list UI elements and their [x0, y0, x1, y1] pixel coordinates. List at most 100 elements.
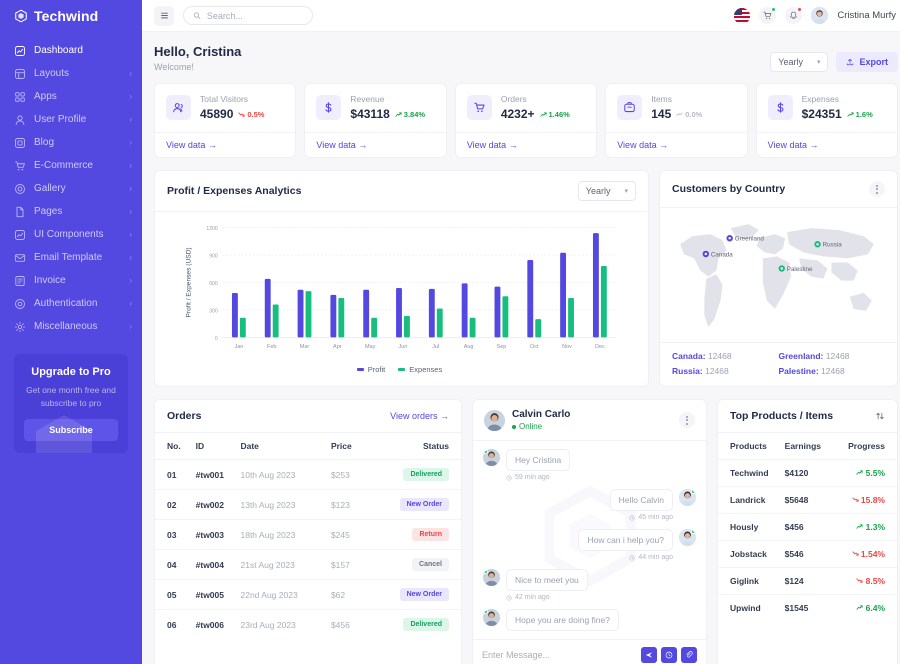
sidebar-item-e-commerce[interactable]: E-Commerce › [0, 154, 142, 177]
send-icon[interactable] [641, 647, 657, 663]
more-options-icon[interactable] [869, 181, 885, 197]
sidebar-item-label: Invoice [34, 275, 66, 286]
message-column: Hope you are doing fine? [506, 609, 619, 631]
emoji-icon[interactable] [661, 647, 677, 663]
legend-label: Profit [367, 365, 386, 374]
legend-item-expenses[interactable]: Expenses [398, 365, 442, 374]
view-data-link[interactable]: View data → [455, 132, 597, 157]
chat-input[interactable] [482, 650, 637, 660]
svg-text:1200: 1200 [206, 226, 218, 232]
user-name[interactable]: Cristina Murfy [837, 10, 896, 21]
stat-label: Revenue [350, 94, 385, 104]
chat-more-options-icon[interactable] [679, 412, 695, 428]
search-box[interactable] [183, 6, 313, 25]
stat-delta: 0.5% [238, 110, 264, 119]
table-row[interactable]: Hously $456 1.3% [718, 513, 897, 541]
chat-status-label: Online [519, 422, 543, 431]
view-orders-link[interactable]: View orders → [390, 411, 449, 421]
table-row[interactable]: Landrick $5648 15.8% [718, 486, 897, 514]
hamburger-icon[interactable] [154, 5, 174, 26]
brand[interactable]: Techwind [0, 0, 142, 32]
chart-line-icon [15, 45, 25, 56]
table-row[interactable]: 03 #tw003 18th Aug 2023 $245 Return [155, 519, 461, 550]
order-status-cell: New Order [363, 579, 461, 610]
world-map: Greenland Canada Russia Palestine [660, 208, 897, 342]
customers-by-country-title: Customers by Country [672, 183, 786, 195]
bell-glyph [790, 11, 798, 19]
sidebar-item-pages[interactable]: Pages › [0, 200, 142, 223]
profit-expenses-bar-chart: 0 300 600 900 1200 Profit / Expenses (USD) Jan… [185, 226, 617, 350]
sort-icon[interactable] [875, 411, 885, 421]
users-icon-glyph [173, 103, 183, 113]
order-id: #tw002 [195, 489, 241, 520]
sidebar-item-blog[interactable]: Blog › [0, 131, 142, 154]
subscribe-button[interactable]: Subscribe [24, 418, 118, 441]
sidebar-item-dashboard[interactable]: Dashboard [0, 39, 142, 62]
cart-badge-dot [771, 7, 777, 12]
avatar[interactable] [811, 7, 829, 24]
sidebar-item-authentication[interactable]: Authentication › [0, 292, 142, 315]
table-row[interactable]: 06 #tw006 23rd Aug 2023 $456 Delivered [155, 610, 461, 640]
stat-value: 45890 [200, 107, 234, 121]
bottom-row: Orders View orders → No. ID Date Price Statu… [154, 399, 898, 664]
sidebar-item-miscellaneous[interactable]: Miscellaneous › [0, 315, 142, 338]
country-value: 12468 [825, 351, 850, 361]
profit-expenses-header: Profit / Expenses Analytics Yearly ▾ [155, 171, 648, 212]
view-data-label: View data [166, 140, 206, 150]
us-flag-icon[interactable] [734, 7, 751, 24]
sidebar-item-layouts[interactable]: Layouts › [0, 62, 142, 85]
bell-icon[interactable] [785, 7, 803, 24]
product-progress-cell: 6.4% [833, 595, 897, 622]
export-button[interactable]: Export [836, 52, 898, 72]
product-progress: 8.5% [856, 576, 885, 586]
message-time-label: 42 min ago [515, 594, 550, 601]
analytics-period-select[interactable]: Yearly ▾ [577, 181, 636, 201]
legend-item-profit[interactable]: Profit [356, 365, 386, 374]
sidebar-item-ui-components[interactable]: UI Components › [0, 223, 142, 246]
order-date: 10th Aug 2023 [240, 459, 331, 490]
sidebar-item-invoice[interactable]: Invoice › [0, 269, 142, 292]
order-status-cell: Cancel [363, 549, 461, 580]
sidebar: Techwind Dashboard Layouts › Apps › User Prof… [0, 0, 142, 664]
cart-icon[interactable] [759, 7, 777, 24]
table-row[interactable]: Giglink $124 8.5% [718, 567, 897, 595]
country-value: 12468 [821, 366, 845, 376]
table-row[interactable]: 05 #tw005 22nd Aug 2023 $62 New Order [155, 579, 461, 610]
analytics-row: Profit / Expenses Analytics Yearly ▾ 0 30… [154, 170, 898, 387]
view-data-link[interactable]: View data → [305, 132, 446, 157]
sidebar-item-user-profile[interactable]: User Profile › [0, 108, 142, 131]
table-row[interactable]: Jobstack $546 1.54% [718, 540, 897, 568]
table-row[interactable]: Upwind $1545 6.4% [718, 595, 897, 622]
table-row[interactable]: 01 #tw001 10th Aug 2023 $253 Delivered [155, 459, 461, 490]
order-id: #tw005 [195, 579, 241, 610]
table-row[interactable]: 04 #tw004 21st Aug 2023 $157 Cancel [155, 549, 461, 580]
table-row[interactable]: Techwind $4120 5.5% [718, 459, 897, 487]
order-price: $123 [330, 489, 364, 520]
stat-delta-value: 1.46% [548, 110, 570, 119]
sidebar-item-apps[interactable]: Apps › [0, 85, 142, 108]
period-select[interactable]: Yearly ▾ [770, 52, 829, 72]
view-data-link[interactable]: View data → [756, 132, 898, 157]
country-stat-greenland: Greenland: 12468 [778, 351, 850, 361]
stat-delta: 0.0% [676, 110, 702, 119]
legend-label: Expenses [409, 365, 443, 374]
country-name: Canada [672, 351, 703, 361]
shopping-cart-icon [15, 161, 25, 170]
search-input[interactable] [206, 10, 303, 21]
country-stat-russia: Russia: 12468 [672, 366, 729, 376]
country-stat-palestine: Palestine: 12468 [778, 366, 845, 376]
sidebar-item-email-template[interactable]: Email Template › [0, 246, 142, 269]
chat-messages: Hey Cristina 59 min ago Hello Calvin 45 min… [473, 441, 706, 639]
view-data-link[interactable]: View data → [606, 132, 747, 157]
sidebar-item-gallery[interactable]: Gallery › [0, 177, 142, 200]
svg-text:Oct: Oct [530, 344, 539, 350]
orders-table: No. ID Date Price Status 01 #tw001 10th Aug 20… [155, 433, 461, 639]
page-header: Hello, Cristina Welcome! Yearly ▾ Export [154, 44, 898, 72]
order-price: $157 [330, 549, 364, 580]
sidebar-item-label: Blog [34, 137, 55, 148]
table-row[interactable]: 02 #tw002 13th Aug 2023 $123 New Order [155, 489, 461, 520]
attachment-icon[interactable] [681, 647, 697, 663]
view-data-link[interactable]: View data → [155, 132, 296, 157]
chat-message: Hey Cristina 59 min ago [483, 449, 696, 481]
message-bubble: How can i help you? [578, 529, 673, 551]
